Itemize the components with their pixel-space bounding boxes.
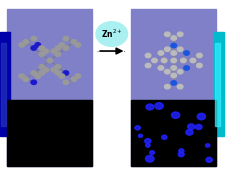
Circle shape — [177, 47, 183, 51]
Circle shape — [188, 124, 195, 129]
Bar — [0, 32, 10, 136]
Circle shape — [155, 103, 163, 109]
Circle shape — [51, 49, 57, 53]
Circle shape — [39, 71, 45, 75]
Circle shape — [145, 63, 151, 68]
Bar — [1, 43, 6, 126]
Circle shape — [63, 80, 69, 84]
Circle shape — [177, 84, 183, 89]
Bar — [7, 100, 92, 166]
Circle shape — [23, 77, 29, 81]
Circle shape — [181, 58, 186, 63]
Circle shape — [150, 151, 155, 154]
Circle shape — [171, 81, 177, 85]
Circle shape — [184, 51, 189, 55]
Circle shape — [178, 152, 184, 157]
Circle shape — [165, 47, 170, 51]
Circle shape — [152, 58, 157, 63]
Bar — [214, 32, 224, 136]
Bar — [215, 43, 220, 126]
Circle shape — [171, 73, 177, 78]
Circle shape — [96, 22, 128, 46]
Circle shape — [177, 70, 183, 74]
Circle shape — [75, 74, 81, 78]
Circle shape — [35, 74, 41, 78]
Circle shape — [184, 66, 189, 70]
Circle shape — [139, 134, 142, 137]
Circle shape — [146, 155, 154, 162]
Circle shape — [206, 157, 212, 162]
Circle shape — [43, 68, 49, 72]
Circle shape — [171, 36, 177, 40]
Circle shape — [31, 71, 37, 75]
Circle shape — [39, 52, 45, 57]
Circle shape — [177, 32, 183, 36]
Circle shape — [172, 112, 180, 118]
Circle shape — [71, 77, 77, 81]
Circle shape — [165, 32, 170, 36]
Circle shape — [161, 58, 167, 63]
Circle shape — [145, 53, 151, 58]
Circle shape — [19, 74, 25, 78]
Circle shape — [19, 43, 25, 47]
Circle shape — [43, 49, 49, 53]
Text: Zn$^{2+}$: Zn$^{2+}$ — [101, 28, 122, 40]
Circle shape — [171, 58, 177, 63]
Circle shape — [171, 43, 177, 48]
Circle shape — [135, 126, 140, 130]
Circle shape — [179, 149, 184, 153]
Circle shape — [55, 64, 61, 69]
Circle shape — [196, 124, 202, 129]
Circle shape — [55, 71, 61, 75]
Circle shape — [63, 36, 69, 41]
Circle shape — [197, 113, 206, 120]
Circle shape — [206, 144, 210, 147]
Circle shape — [146, 104, 154, 110]
Circle shape — [165, 84, 170, 89]
Bar — [131, 100, 216, 166]
Circle shape — [23, 40, 29, 44]
Circle shape — [39, 46, 45, 50]
Circle shape — [55, 46, 61, 50]
Circle shape — [63, 71, 69, 75]
Circle shape — [71, 40, 77, 44]
Circle shape — [75, 43, 81, 47]
Circle shape — [171, 51, 177, 55]
Circle shape — [47, 58, 53, 63]
Circle shape — [31, 36, 37, 41]
Circle shape — [35, 43, 41, 47]
Circle shape — [63, 46, 69, 50]
Circle shape — [55, 52, 61, 57]
Circle shape — [51, 68, 57, 72]
Circle shape — [158, 66, 164, 70]
Circle shape — [197, 53, 202, 58]
Circle shape — [162, 135, 167, 139]
Circle shape — [146, 144, 150, 147]
Circle shape — [31, 46, 37, 50]
Circle shape — [190, 58, 196, 63]
Circle shape — [197, 63, 202, 68]
Circle shape — [171, 66, 177, 70]
Circle shape — [186, 130, 193, 135]
Circle shape — [39, 64, 45, 69]
Circle shape — [59, 43, 65, 47]
Circle shape — [145, 139, 151, 143]
Circle shape — [59, 74, 65, 78]
Bar — [131, 9, 216, 166]
Circle shape — [165, 70, 170, 74]
Circle shape — [31, 80, 37, 84]
Bar — [7, 9, 92, 166]
Circle shape — [158, 51, 164, 55]
